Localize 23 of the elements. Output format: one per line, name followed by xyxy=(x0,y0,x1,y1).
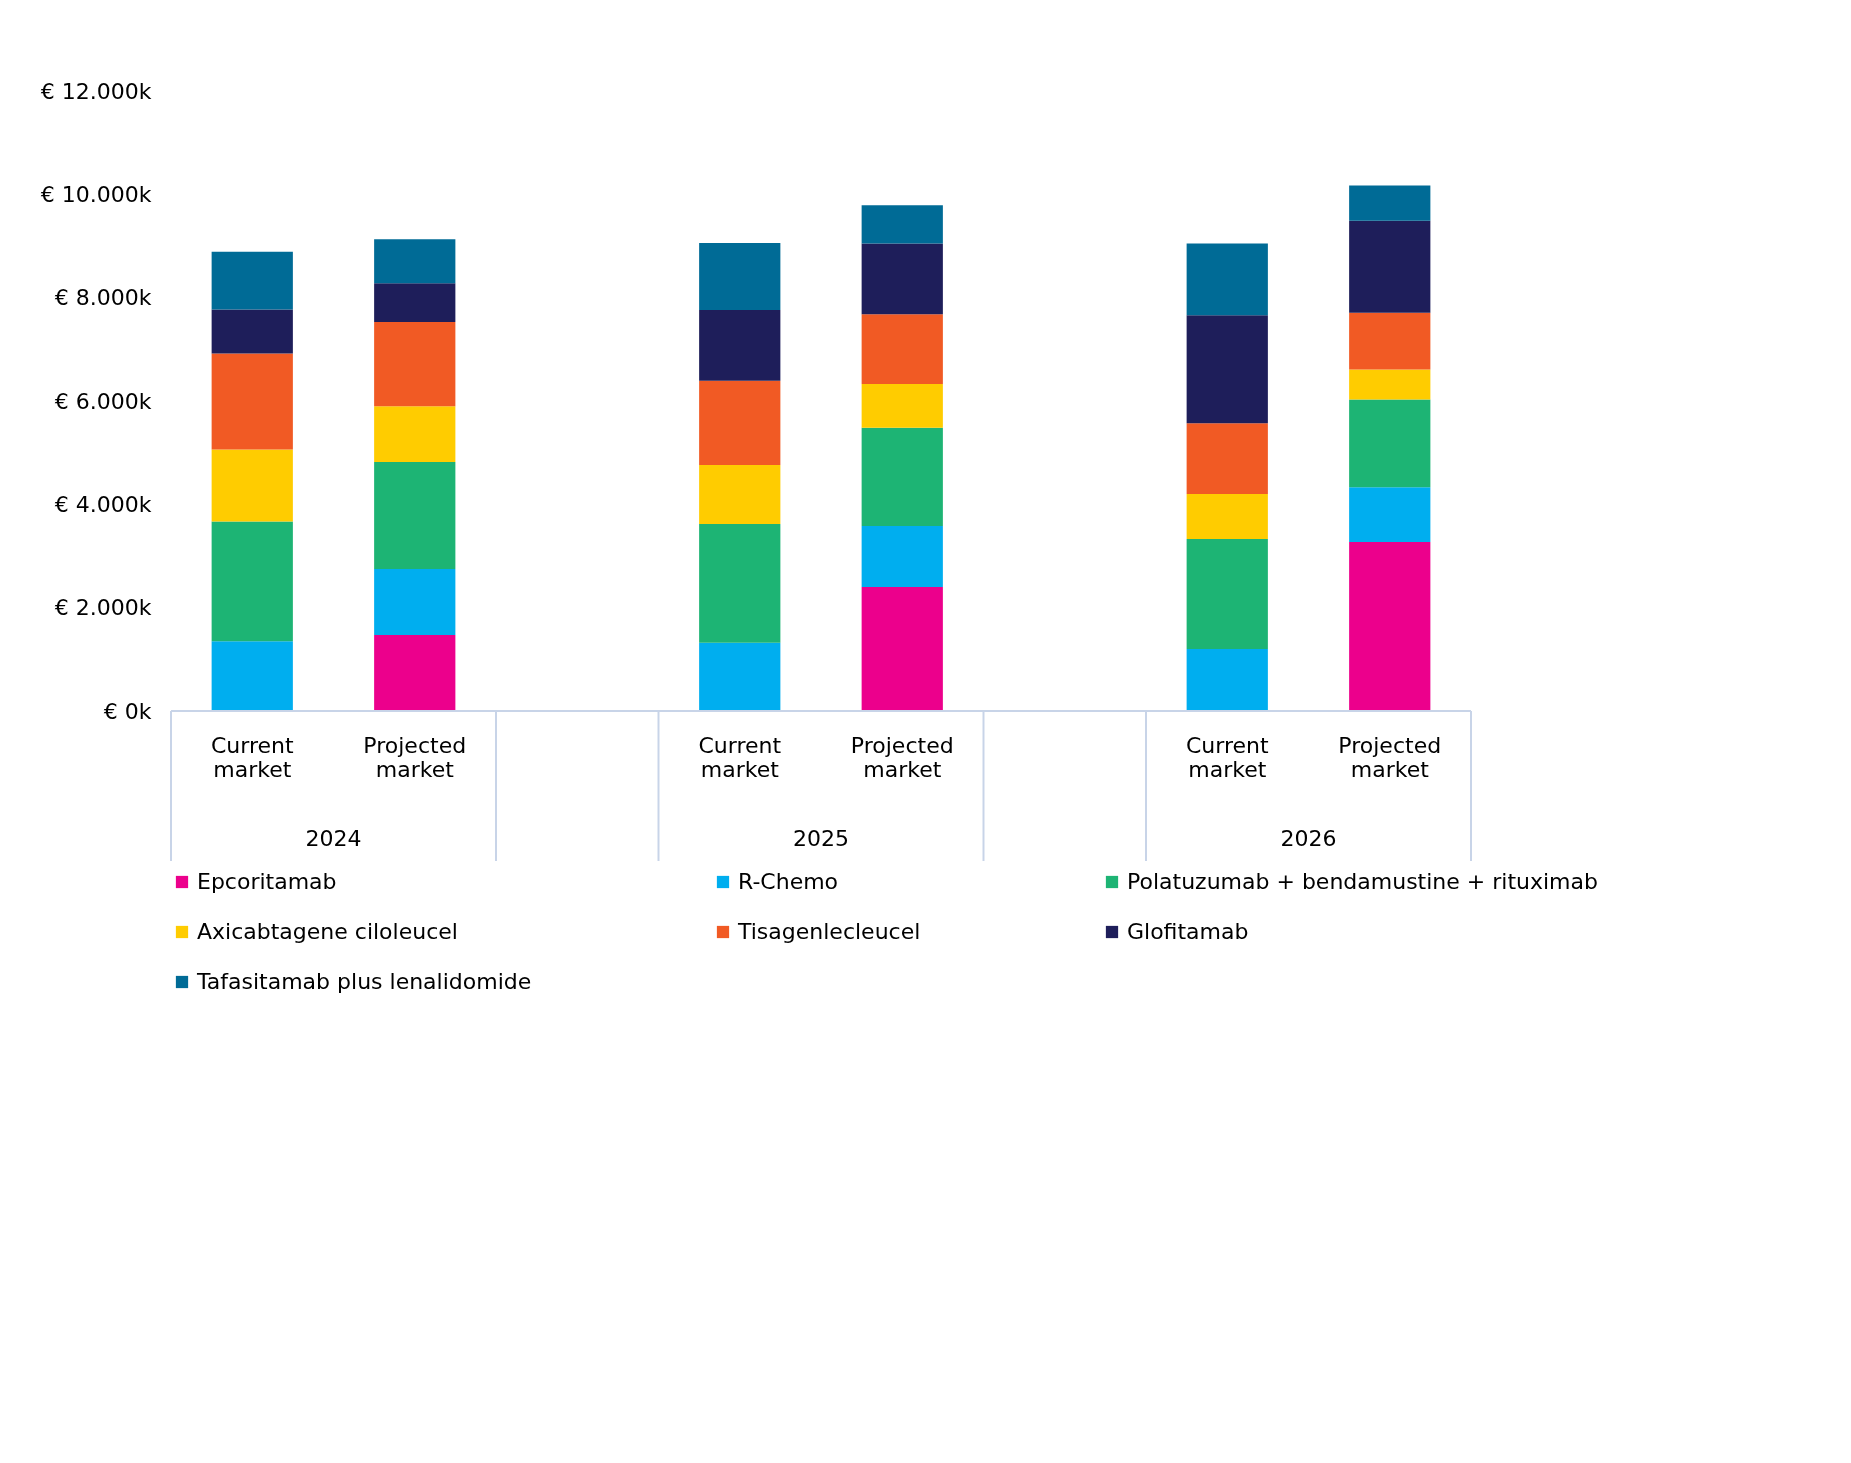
legend-label: R-Chemo xyxy=(738,869,839,894)
y-tick-label: € 8.000k xyxy=(54,285,152,311)
text: 2024 xyxy=(305,826,362,851)
legend-label: Epcoritamab xyxy=(197,869,337,894)
y-tick-label: € 10.000k xyxy=(40,181,152,207)
legend-label: Glofitamab xyxy=(1127,919,1249,944)
x-tick-label: Current market xyxy=(210,733,294,782)
y-tick-label: € 0k xyxy=(103,698,152,724)
text: 2025 xyxy=(793,826,849,851)
legend-label: Tisagenlecleucel xyxy=(737,919,921,944)
y-tick-label: € 2.000k xyxy=(54,595,152,621)
x-tick-label: Current market xyxy=(698,733,782,782)
x-tick-label: Current market xyxy=(1185,733,1269,782)
legend-label: Polatuzumab + bendamustine + rituximab xyxy=(1127,869,1598,894)
x-tick-label: Projected market xyxy=(363,733,467,782)
text: 2026 xyxy=(1280,826,1337,851)
x-tick-label: Projected market xyxy=(1338,733,1442,782)
x-tick-label: Projected market xyxy=(850,733,954,782)
y-tick-label: € 6.000k xyxy=(54,388,152,414)
legend-label: Axicabtagene ciloleucel xyxy=(197,919,458,944)
legend-label: Tafasitamab plus lenalidomide xyxy=(196,969,532,994)
y-tick-label: € 4.000k xyxy=(54,491,152,517)
y-tick-label: € 12.000k xyxy=(40,78,152,104)
